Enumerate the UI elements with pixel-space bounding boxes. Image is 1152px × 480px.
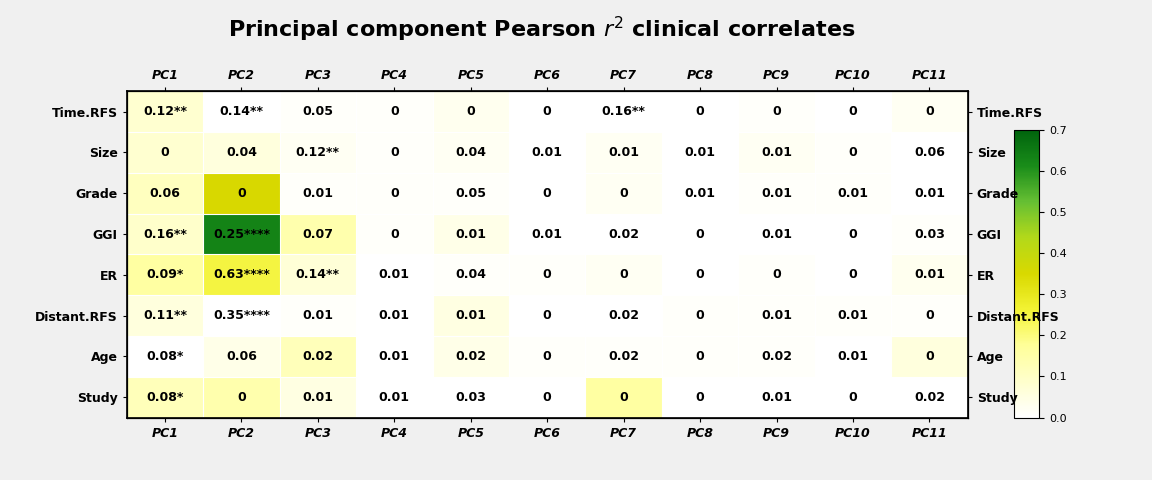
Text: 0.02: 0.02: [608, 309, 639, 322]
Text: 0.01: 0.01: [302, 187, 333, 200]
Text: 0.01: 0.01: [838, 309, 869, 322]
Text: 0.01: 0.01: [838, 187, 869, 200]
Text: 0: 0: [925, 309, 934, 322]
Text: 0: 0: [389, 228, 399, 240]
Text: 0.05: 0.05: [455, 187, 486, 200]
Text: 0.01: 0.01: [532, 146, 562, 159]
Text: 0.01: 0.01: [379, 350, 410, 363]
Text: 0: 0: [389, 105, 399, 118]
Text: 0.01: 0.01: [684, 146, 715, 159]
Text: 0: 0: [467, 105, 475, 118]
Text: 0.01: 0.01: [761, 187, 793, 200]
Text: 0.08*: 0.08*: [146, 350, 183, 363]
Text: 0.08*: 0.08*: [146, 391, 183, 404]
Text: 0: 0: [696, 350, 705, 363]
Text: 0: 0: [389, 146, 399, 159]
Text: 0: 0: [543, 187, 552, 200]
Text: 0.01: 0.01: [608, 146, 639, 159]
Text: 0.12**: 0.12**: [296, 146, 340, 159]
Text: 0.01: 0.01: [761, 391, 793, 404]
Text: 0: 0: [237, 391, 245, 404]
Text: 0.14**: 0.14**: [219, 105, 264, 118]
Text: 0: 0: [620, 187, 628, 200]
Text: 0: 0: [696, 391, 705, 404]
Text: 0.01: 0.01: [455, 228, 486, 240]
Text: 0.06: 0.06: [914, 146, 945, 159]
Text: 0.05: 0.05: [302, 105, 333, 118]
Text: 0.12**: 0.12**: [143, 105, 187, 118]
Text: 0: 0: [696, 228, 705, 240]
Text: 0.07: 0.07: [302, 228, 333, 240]
Text: 0.02: 0.02: [608, 228, 639, 240]
Text: 0.16**: 0.16**: [143, 228, 187, 240]
Text: 0: 0: [849, 228, 857, 240]
Text: 0.01: 0.01: [379, 309, 410, 322]
Text: 0.03: 0.03: [455, 391, 486, 404]
Text: 0: 0: [696, 105, 705, 118]
Text: 0.01: 0.01: [379, 268, 410, 281]
Text: Principal component Pearson $r^2$ clinical correlates: Principal component Pearson $r^2$ clinic…: [228, 14, 855, 44]
Text: 0.01: 0.01: [838, 350, 869, 363]
Text: 0.11**: 0.11**: [143, 309, 187, 322]
Text: 0.04: 0.04: [455, 268, 486, 281]
Text: 0: 0: [160, 146, 169, 159]
Text: 0.06: 0.06: [150, 187, 181, 200]
Text: 0.02: 0.02: [914, 391, 945, 404]
Text: 0: 0: [772, 268, 781, 281]
Text: 0.04: 0.04: [455, 146, 486, 159]
Text: 0.04: 0.04: [226, 146, 257, 159]
Text: 0.01: 0.01: [684, 187, 715, 200]
Text: 0: 0: [543, 350, 552, 363]
Text: 0: 0: [849, 146, 857, 159]
Text: 0: 0: [849, 391, 857, 404]
Text: 0.02: 0.02: [302, 350, 333, 363]
Text: 0.09*: 0.09*: [146, 268, 183, 281]
Text: 0.35****: 0.35****: [213, 309, 270, 322]
Text: 0.03: 0.03: [914, 228, 945, 240]
Text: 0.01: 0.01: [914, 268, 945, 281]
Text: 0.06: 0.06: [226, 350, 257, 363]
Text: 0: 0: [772, 105, 781, 118]
Text: 0: 0: [389, 187, 399, 200]
Text: 0: 0: [543, 391, 552, 404]
Text: 0.16**: 0.16**: [601, 105, 645, 118]
Text: 0.01: 0.01: [914, 187, 945, 200]
Text: 0.01: 0.01: [302, 309, 333, 322]
Text: 0.01: 0.01: [455, 309, 486, 322]
Text: 0.01: 0.01: [532, 228, 562, 240]
Text: 0: 0: [849, 268, 857, 281]
Text: 0: 0: [620, 268, 628, 281]
Text: 0: 0: [620, 391, 628, 404]
Text: 0: 0: [543, 309, 552, 322]
Text: 0.14**: 0.14**: [296, 268, 340, 281]
Text: 0: 0: [849, 105, 857, 118]
Text: 0: 0: [925, 350, 934, 363]
Text: 0: 0: [696, 268, 705, 281]
Text: 0: 0: [543, 268, 552, 281]
Text: 0.01: 0.01: [761, 228, 793, 240]
Text: 0.01: 0.01: [761, 146, 793, 159]
Text: 0.01: 0.01: [302, 391, 333, 404]
Text: 0.63****: 0.63****: [213, 268, 270, 281]
Text: 0: 0: [696, 309, 705, 322]
Text: 0.01: 0.01: [379, 391, 410, 404]
Text: 0: 0: [925, 105, 934, 118]
Text: 0: 0: [543, 105, 552, 118]
Text: 0: 0: [237, 187, 245, 200]
Text: 0.02: 0.02: [608, 350, 639, 363]
Text: 0.01: 0.01: [761, 309, 793, 322]
Text: 0.25****: 0.25****: [213, 228, 270, 240]
Text: 0.02: 0.02: [761, 350, 793, 363]
Text: 0.02: 0.02: [455, 350, 486, 363]
